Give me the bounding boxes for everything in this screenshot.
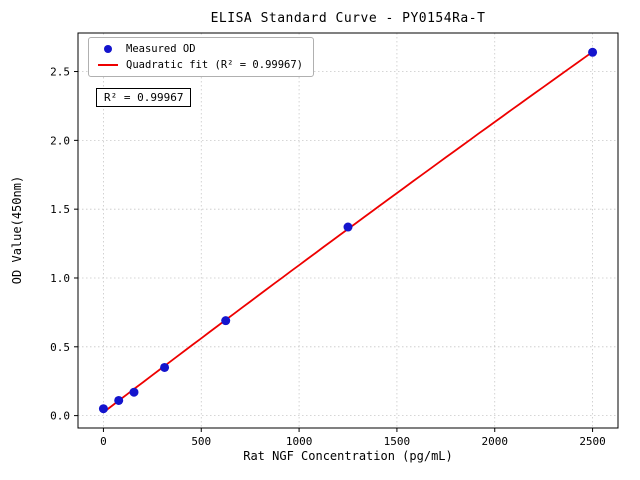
- legend-item-quadratic-fit: Quadratic fit (R² = 0.99967): [95, 59, 303, 71]
- fit-line-icon: [98, 64, 118, 66]
- svg-text:1.0: 1.0: [50, 272, 70, 285]
- legend-glyph: [95, 45, 121, 53]
- chart-title: ELISA Standard Curve - PY0154Ra-T: [210, 11, 486, 26]
- legend-label-quadratic-fit: Quadratic fit (R² = 0.99967): [126, 59, 304, 71]
- svg-text:2.5: 2.5: [50, 66, 70, 79]
- svg-text:0.0: 0.0: [50, 410, 70, 423]
- legend-label-measured-od: Measured OD: [126, 43, 196, 55]
- svg-text:1.5: 1.5: [50, 203, 70, 216]
- svg-text:0.5: 0.5: [50, 341, 70, 354]
- svg-text:0: 0: [100, 435, 107, 448]
- svg-text:2000: 2000: [481, 435, 508, 448]
- legend-item-measured-od: Measured OD: [95, 43, 303, 55]
- svg-text:1500: 1500: [384, 435, 411, 448]
- svg-text:500: 500: [191, 435, 211, 448]
- svg-text:2.0: 2.0: [50, 134, 70, 147]
- scatter-marker-icon: [104, 45, 112, 53]
- legend-glyph: [95, 64, 121, 66]
- svg-text:1000: 1000: [286, 435, 313, 448]
- legend: Measured OD Quadratic fit (R² = 0.99967): [88, 37, 315, 77]
- svg-text:2500: 2500: [579, 435, 606, 448]
- r-squared-annotation: R² = 0.99967: [96, 88, 192, 107]
- x-axis-label: Rat NGF Concentration (pg/mL): [243, 449, 453, 463]
